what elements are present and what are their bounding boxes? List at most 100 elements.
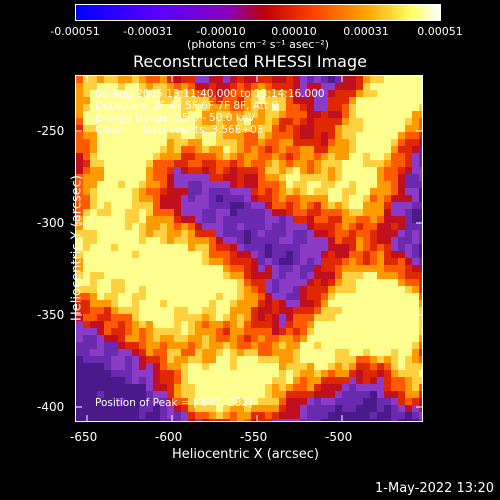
heatmap-pixel [90, 335, 97, 342]
heatmap-pixel [209, 328, 216, 335]
heatmap-pixel [125, 398, 132, 405]
heatmap-pixel [272, 167, 279, 174]
heatmap-pixel [356, 384, 363, 391]
heatmap-pixel [398, 307, 405, 314]
heatmap-pixel [146, 384, 153, 391]
heatmap-pixel [125, 167, 132, 174]
heatmap-pixel [272, 125, 279, 132]
heatmap-pixel [132, 237, 139, 244]
heatmap-pixel [370, 139, 377, 146]
heatmap-pixel [223, 258, 230, 265]
heatmap-pixel [377, 76, 384, 83]
heatmap-pixel [118, 181, 125, 188]
heatmap-pixel [216, 391, 223, 398]
heatmap-pixel [258, 195, 265, 202]
heatmap-pixel [223, 195, 230, 202]
heatmap-pixel [258, 349, 265, 356]
heatmap-pixel [237, 335, 244, 342]
heatmap-pixel [195, 314, 202, 321]
heatmap-pixel [265, 125, 272, 132]
heatmap-pixel [349, 202, 356, 209]
heatmap-pixel [244, 307, 251, 314]
heatmap-pixel [237, 412, 244, 419]
heatmap-pixel [118, 300, 125, 307]
heatmap-pixel [202, 90, 209, 97]
heatmap-pixel [230, 251, 237, 258]
heatmap-pixel [314, 125, 321, 132]
heatmap-pixel [118, 377, 125, 384]
heatmap-pixel [419, 335, 422, 342]
heatmap-pixel [223, 286, 230, 293]
heatmap-pixel [335, 216, 342, 223]
heatmap-pixel [118, 335, 125, 342]
heatmap-pixel [202, 272, 209, 279]
heatmap-pixel [223, 118, 230, 125]
heatmap-pixel [209, 139, 216, 146]
heatmap-pixel [244, 419, 251, 421]
heatmap-pixel [188, 223, 195, 230]
heatmap-pixel [272, 181, 279, 188]
heatmap-pixel [251, 223, 258, 230]
heatmap-pixel [307, 76, 314, 83]
heatmap-pixel [97, 321, 104, 328]
heatmap-pixel [307, 97, 314, 104]
heatmap-pixel [111, 146, 118, 153]
heatmap-pixel [412, 160, 419, 167]
heatmap-pixel [405, 272, 412, 279]
heatmap-pixel [349, 209, 356, 216]
heatmap-pixel [244, 356, 251, 363]
heatmap-pixel [335, 307, 342, 314]
heatmap-pixel [97, 405, 104, 412]
heatmap-pixel [286, 90, 293, 97]
heatmap-pixel [160, 167, 167, 174]
heatmap-pixel [244, 139, 251, 146]
heatmap-pixel [377, 139, 384, 146]
heatmap-pixel [258, 377, 265, 384]
heatmap-pixel [181, 321, 188, 328]
heatmap-pixel [391, 286, 398, 293]
heatmap-pixel [104, 314, 111, 321]
heatmap-pixel [328, 237, 335, 244]
heatmap-pixel [412, 209, 419, 216]
heatmap-pixel [272, 307, 279, 314]
heatmap-pixel [104, 160, 111, 167]
heatmap-pixel [230, 377, 237, 384]
heatmap-pixel [286, 258, 293, 265]
heatmap-pixel [251, 405, 258, 412]
heatmap-pixel [328, 335, 335, 342]
heatmap-pixel [314, 342, 321, 349]
heatmap-pixel [321, 153, 328, 160]
heatmap-pixel [188, 153, 195, 160]
heatmap-pixel [111, 76, 118, 83]
heatmap-pixel [160, 300, 167, 307]
heatmap-pixel [370, 188, 377, 195]
heatmap-pixel [293, 132, 300, 139]
heatmap-pixel [104, 181, 111, 188]
heatmap-pixel [132, 335, 139, 342]
heatmap-pixel [153, 265, 160, 272]
heatmap-pixel [328, 90, 335, 97]
heatmap-pixel [370, 300, 377, 307]
heatmap-pixel [412, 405, 419, 412]
heatmap-pixel [342, 342, 349, 349]
heatmap-pixel [244, 265, 251, 272]
heatmap-pixel [76, 272, 83, 279]
heatmap-pixel [188, 146, 195, 153]
heatmap-pixel [405, 335, 412, 342]
heatmap-pixel [412, 398, 419, 405]
heatmap-pixel [279, 202, 286, 209]
heatmap-pixel [97, 412, 104, 419]
heatmap-pixel [90, 356, 97, 363]
heatmap-pixel [230, 279, 237, 286]
heatmap-pixel [195, 97, 202, 104]
heatmap-pixel [405, 321, 412, 328]
heatmap-pixel [384, 335, 391, 342]
heatmap-pixel [377, 356, 384, 363]
heatmap-pixel [321, 314, 328, 321]
heatmap-pixel [104, 377, 111, 384]
heatmap-pixel [160, 384, 167, 391]
heatmap-pixel [384, 195, 391, 202]
heatmap-pixel [132, 83, 139, 90]
annotation-time-range: 03-Aug-2005 13:11:40.000 to 13:14:16.000 [95, 88, 325, 100]
heatmap-pixel [132, 174, 139, 181]
